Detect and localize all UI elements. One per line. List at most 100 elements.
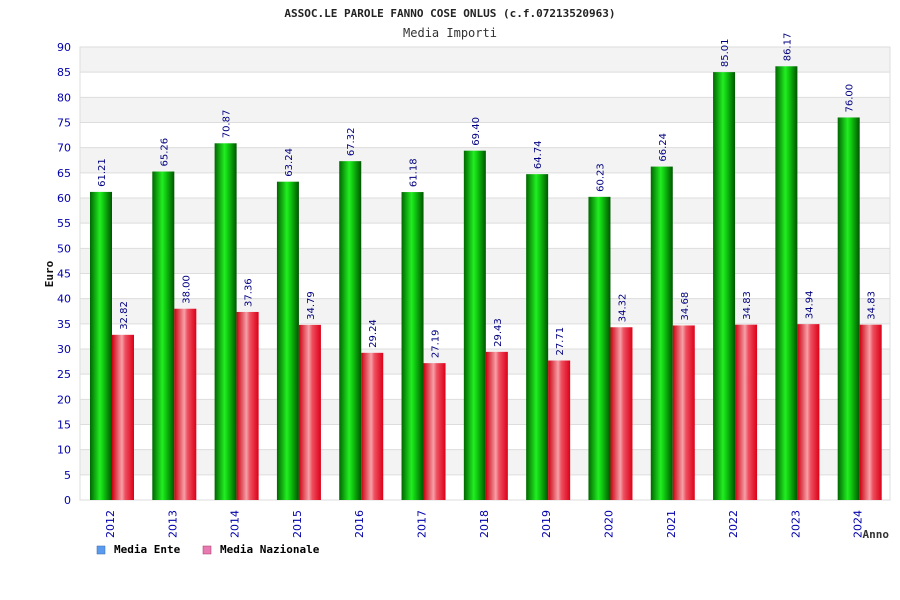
chart-subtitle: Media Importi [403,26,497,40]
bar-value-label: 34.83 [742,291,753,320]
y-tick-label: 60 [57,192,71,205]
bar-value-label: 34.32 [617,294,628,323]
y-tick-label: 50 [57,242,71,255]
bar-value-label: 29.24 [368,319,379,348]
bar-media-ente [588,196,611,500]
bar-media-nazionale [859,324,882,500]
x-tick-label: 2023 [789,510,802,538]
x-tick-label: 2017 [416,510,429,538]
y-tick-label: 80 [57,91,71,104]
bar-media-ente [276,181,299,500]
y-tick-label: 90 [57,41,71,54]
bar-media-nazionale [735,324,758,500]
legend-swatch-ente [96,545,106,555]
bar-value-label: 65.26 [159,138,170,167]
x-tick-label: 2020 [602,510,615,538]
legend-label-ente: Media Ente [114,543,181,556]
x-axis-label: Anno [863,528,890,541]
bar-media-nazionale [112,334,134,500]
bar-media-ente [526,174,549,500]
x-axis-ticks: 2012 2013 2014 2015 2016 2017 2018 2019 2020 2021… [104,510,865,538]
bar-media-ente [152,171,175,501]
bar-media-nazionale [423,363,446,500]
bar-media-ente [837,117,860,500]
x-tick-label: 2018 [478,510,491,538]
x-tick-label: 2022 [727,510,740,538]
y-tick-label: 85 [57,66,71,79]
bar-value-label: 34.68 [680,292,691,321]
bar-value-label: 60.23 [595,163,606,192]
legend-label-nazionale: Media Nazionale [220,543,320,556]
y-tick-label: 25 [57,368,71,381]
y-tick-label: 75 [57,117,71,130]
y-tick-label: 10 [57,444,71,457]
bar-value-label: 32.82 [119,301,130,330]
bar-media-ente [775,66,798,501]
bar-media-ente [650,166,673,501]
bar-value-label: 27.71 [555,327,566,356]
legend: Media Ente Media Nazionale [96,543,320,556]
bar-value-label: 85.01 [720,38,731,67]
bar-media-ente [339,161,362,500]
bar-value-label: 69.40 [471,117,482,146]
bar-value-label: 29.43 [493,318,504,347]
y-axis-ticks: 0 5 10 15 20 25 30 35 40 45 50 55 60 65 70 75 80 85 90 [57,41,71,507]
y-tick-label: 5 [64,469,71,482]
x-tick-label: 2012 [104,510,117,538]
x-tick-label: 2015 [291,510,304,538]
chart-title: ASSOC.LE PAROLE FANNO COSE ONLUS (c.f.07… [284,7,615,20]
x-tick-label: 2014 [229,510,242,538]
bar-media-ente [463,150,486,501]
bar-media-ente [90,191,112,500]
bar-value-label: 70.87 [222,110,233,139]
x-tick-label: 2024 [852,510,865,538]
y-tick-label: 0 [64,494,71,507]
y-tick-label: 40 [57,293,71,306]
bar-value-label: 76.00 [845,84,856,113]
y-tick-label: 55 [57,217,71,230]
bar-value-label: 61.18 [409,158,420,187]
bars [90,66,882,501]
x-tick-label: 2016 [353,510,366,538]
bar-media-nazionale [236,311,259,500]
bar-value-label: 34.79 [306,291,317,320]
y-tick-label: 20 [57,393,71,406]
legend-swatch-nazionale [202,545,212,555]
bar-media-ente [401,192,424,500]
bar-value-label: 86.17 [782,33,793,62]
bar-value-label: 38.00 [181,275,192,304]
y-tick-label: 45 [57,268,71,281]
bar-media-nazionale [797,324,820,500]
x-tick-label: 2013 [166,510,179,538]
bar-media-ente [713,72,736,500]
y-tick-label: 30 [57,343,71,356]
bar-media-nazionale [298,324,321,500]
bar-media-nazionale [672,325,695,500]
bar-media-nazionale [485,351,508,500]
bar-media-nazionale [610,327,633,500]
bar-value-label: 34.83 [867,291,878,320]
bar-value-label: 67.32 [346,128,357,157]
bar-value-label: 64.74 [533,141,544,170]
y-tick-label: 35 [57,318,71,331]
background-band [80,47,890,73]
bar-value-label: 63.24 [284,148,295,177]
x-tick-label: 2019 [540,510,553,538]
bar-media-nazionale [548,360,571,500]
y-tick-label: 65 [57,167,71,180]
background-band [80,97,890,123]
bar-media-ente [214,143,237,501]
bar-value-label: 61.21 [97,158,108,187]
bar-value-labels: 61.21 32.82 65.26 38.00 70.87 37.36 63.24 34.79… [97,33,878,359]
x-tick-label: 2021 [665,510,678,538]
y-tick-label: 70 [57,142,71,155]
bar-media-nazionale [174,308,197,500]
y-axis-label: Euro [43,260,56,287]
bar-value-label: 34.94 [804,290,815,319]
bar-value-label: 27.19 [431,330,442,359]
bar-value-label: 66.24 [658,133,669,162]
bar-media-nazionale [361,352,384,500]
bar-value-label: 37.36 [244,278,255,307]
